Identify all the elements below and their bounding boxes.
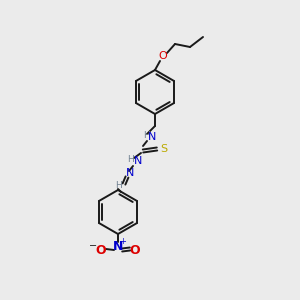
Text: O: O — [130, 244, 140, 257]
Text: +: + — [120, 238, 126, 247]
Text: N: N — [126, 168, 134, 178]
Text: N: N — [113, 239, 123, 253]
Text: O: O — [159, 51, 167, 61]
Text: H: H — [115, 182, 122, 190]
Text: −: − — [89, 241, 97, 251]
Text: N: N — [134, 156, 142, 166]
Text: H: H — [142, 131, 149, 140]
Text: S: S — [160, 144, 168, 154]
Text: N: N — [148, 132, 156, 142]
Text: O: O — [96, 244, 106, 257]
Text: H: H — [128, 155, 134, 164]
